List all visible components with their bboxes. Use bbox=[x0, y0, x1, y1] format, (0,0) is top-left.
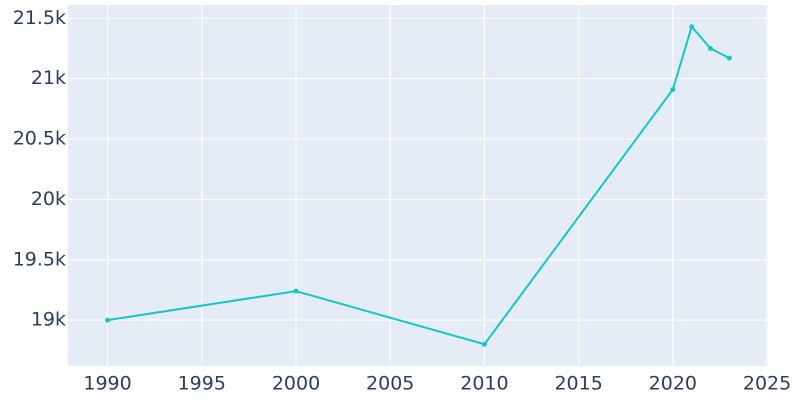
x-tick-label: 2010 bbox=[460, 373, 508, 395]
point bbox=[481, 341, 487, 347]
x-tick-label: 2015 bbox=[554, 373, 602, 395]
x-tick-label: 2025 bbox=[743, 373, 791, 395]
point bbox=[670, 87, 676, 93]
y-tick-label: 19k bbox=[31, 309, 66, 331]
point bbox=[293, 288, 299, 294]
point bbox=[105, 317, 111, 323]
x-tick-label: 1990 bbox=[83, 373, 131, 395]
y-tick-label: 21k bbox=[31, 67, 66, 89]
x-tick-label: 2005 bbox=[366, 373, 414, 395]
point bbox=[708, 45, 714, 51]
point bbox=[726, 55, 732, 61]
x-tick-label: 1995 bbox=[178, 373, 226, 395]
y-tick-label: 20.5k bbox=[13, 128, 66, 150]
y-tick-label: 21.5k bbox=[13, 7, 66, 29]
plot-area bbox=[68, 5, 768, 366]
x-tick-label: 2020 bbox=[649, 373, 697, 395]
point bbox=[689, 24, 695, 30]
x-tick-label: 2000 bbox=[272, 373, 320, 395]
y-tick-label: 20k bbox=[31, 188, 66, 210]
y-tick-label: 19.5k bbox=[13, 248, 66, 270]
